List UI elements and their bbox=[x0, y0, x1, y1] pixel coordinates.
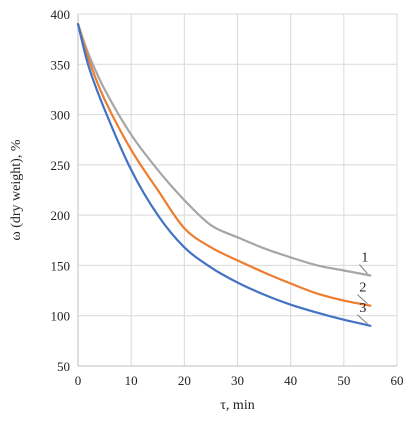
series-label-2: 2 bbox=[359, 281, 366, 296]
x-tick-label: 20 bbox=[178, 373, 191, 388]
series-label-leader bbox=[357, 294, 368, 305]
series-label-leader bbox=[359, 264, 368, 274]
x-tick-label: 50 bbox=[337, 373, 350, 388]
x-tick-label: 0 bbox=[75, 373, 82, 388]
x-tick-label: 60 bbox=[391, 373, 404, 388]
series-label-leader bbox=[357, 314, 368, 325]
y-tick-label: 250 bbox=[51, 158, 71, 173]
series-labels: 1 2 3 bbox=[357, 250, 368, 325]
x-tick-label: 10 bbox=[125, 373, 138, 388]
grid bbox=[78, 13, 398, 366]
y-tick-label: 200 bbox=[51, 208, 71, 223]
y-tick-label: 400 bbox=[51, 7, 71, 22]
axes: 50 100 150 200 250 300 350 400 0 10 20 30 40 50 60 bbox=[51, 7, 404, 388]
series-label-1: 1 bbox=[361, 250, 368, 265]
series-line-2 bbox=[76, 23, 372, 307]
x-tick-label: 40 bbox=[284, 373, 297, 388]
y-tick-label: 300 bbox=[51, 108, 71, 123]
y-tick-label: 100 bbox=[51, 309, 71, 324]
series-group bbox=[76, 23, 372, 327]
series-line-1 bbox=[76, 23, 372, 277]
y-tick-label: 50 bbox=[57, 359, 70, 374]
x-tick-label: 30 bbox=[231, 373, 244, 388]
y-tick-label: 150 bbox=[51, 258, 71, 273]
y-tick-label: 350 bbox=[51, 57, 71, 72]
series-label-3: 3 bbox=[359, 301, 366, 316]
y-axis-title: ω (dry weight), % bbox=[9, 139, 24, 240]
x-axis-title: τ, min bbox=[220, 398, 254, 413]
series-line-3 bbox=[76, 23, 372, 327]
